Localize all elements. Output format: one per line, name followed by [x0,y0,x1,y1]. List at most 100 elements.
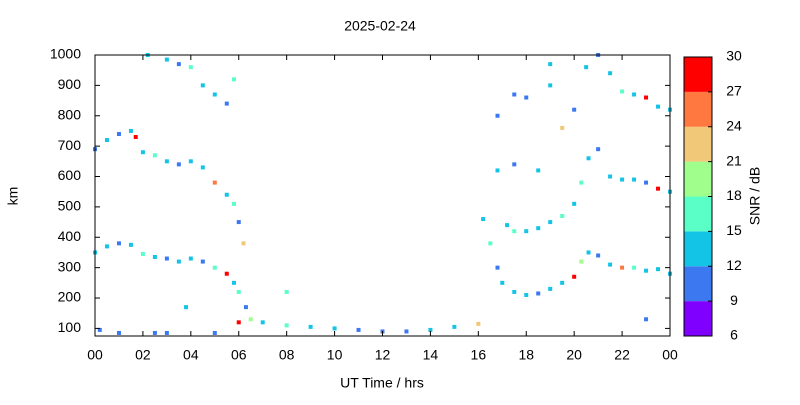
point [620,177,625,182]
x-tick-label: 20 [566,347,582,363]
y-tick-label: 200 [58,289,82,305]
point [116,131,121,136]
point [428,327,433,332]
point [644,268,649,273]
colorbar-tick-label: 30 [726,48,742,64]
y-tick-label: 900 [58,76,82,92]
point [212,330,217,335]
point [644,317,649,322]
point [104,138,109,143]
point [212,265,217,270]
x-tick-label: 22 [614,347,630,363]
colorbar-tick-label: 15 [726,222,742,238]
point [188,65,193,70]
point [140,251,145,256]
point [231,77,236,82]
point [176,259,181,264]
colorbar-label: SNR / dB [747,167,763,225]
point [596,147,601,152]
point [188,159,193,164]
y-axis-label: km [5,187,21,206]
point [248,317,253,322]
colorbar-swatch [684,57,712,92]
point [524,292,529,297]
point [332,326,337,331]
point [236,289,241,294]
point [632,92,637,97]
point [224,192,229,197]
chart-title: 2025-02-24 [344,18,416,34]
point [212,180,217,185]
point [284,323,289,328]
point [200,165,205,170]
y-tick-label: 1000 [50,46,81,62]
point [572,274,577,279]
point [505,223,510,228]
point [500,280,505,285]
point [644,95,649,100]
x-tick-label: 18 [518,347,534,363]
point [176,162,181,167]
colorbar-swatch [684,231,712,267]
point [608,262,613,267]
point [284,289,289,294]
point [152,153,157,158]
point [512,229,517,234]
y-tick-label: 600 [58,167,82,183]
point [231,280,236,285]
point [572,107,577,112]
colorbar-tick-label: 18 [726,187,742,203]
point [116,241,121,246]
point [656,267,661,272]
point [236,320,241,325]
point [579,180,584,185]
point [452,324,457,329]
point [560,280,565,285]
plot-frame [94,54,671,337]
point [128,242,133,247]
point [164,256,169,261]
point [176,62,181,67]
point [308,324,313,329]
point [164,57,169,62]
point [632,265,637,270]
point [140,150,145,155]
colorbar-swatch [684,161,712,197]
point [512,289,517,294]
colorbar-tick-label: 6 [730,327,738,343]
point [97,327,102,332]
point [512,92,517,97]
colorbar-tick-label: 21 [726,152,742,168]
point [608,174,613,179]
x-tick-label: 12 [375,347,391,363]
point [548,83,553,88]
colorbar-swatch [684,126,712,162]
point [152,330,157,335]
point [356,327,361,332]
point [579,259,584,264]
point [164,330,169,335]
point [548,286,553,291]
point [536,291,541,296]
point [224,101,229,106]
point [404,329,409,334]
point [560,125,565,130]
point [495,113,500,118]
y-tick-label: 500 [58,198,82,214]
colorbar-swatch [684,266,712,302]
colorbar-tick-label: 9 [730,292,738,308]
point [243,305,248,310]
x-tick-label: 00 [87,347,103,363]
point [536,226,541,231]
x-tick-label: 08 [279,347,295,363]
point [236,220,241,225]
point [536,168,541,173]
x-tick-label: 00 [662,347,678,363]
point [586,156,591,161]
point [620,89,625,94]
point [133,135,138,140]
point [644,180,649,185]
point [548,62,553,67]
point [548,220,553,225]
